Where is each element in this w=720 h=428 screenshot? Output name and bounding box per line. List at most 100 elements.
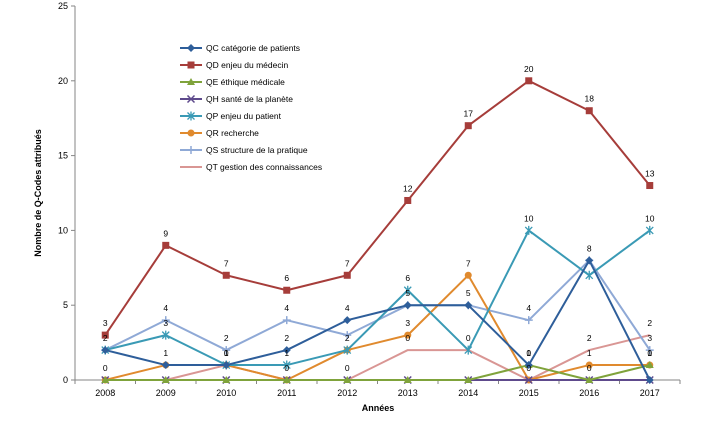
legend-marker <box>187 146 195 154</box>
y-tick-label: 5 <box>63 300 68 310</box>
data-label: 9 <box>163 228 168 238</box>
legend-item: QS structure de la pratique <box>180 145 308 155</box>
data-point <box>645 376 654 384</box>
data-point <box>645 225 654 235</box>
series-0 <box>101 256 654 384</box>
x-tick-label: 2008 <box>95 388 115 398</box>
series-7 <box>105 334 650 381</box>
data-label: 10 <box>524 213 534 223</box>
x-tick-label: 2010 <box>216 388 236 398</box>
data-label: 0 <box>345 363 350 373</box>
data-label: 5 <box>405 288 410 298</box>
data-label: 2 <box>345 333 350 343</box>
x-tick-label: 2017 <box>640 388 660 398</box>
data-label: 10 <box>645 213 655 223</box>
data-label: 0 <box>284 363 289 373</box>
x-ticks: 2008 2009 2010 2011 2012 2013 2014 2015 2016 2017 <box>74 380 681 398</box>
y-ticks: 0 5 10 15 20 25 <box>58 1 75 385</box>
x-tick-label: 2009 <box>156 388 176 398</box>
data-point <box>645 361 654 369</box>
data-label: 3 <box>405 318 410 328</box>
data-point <box>162 241 170 249</box>
data-label: 0 <box>647 348 652 358</box>
legend-item: QR recherche <box>180 128 259 138</box>
data-point <box>282 346 291 355</box>
data-label: 0 <box>224 348 229 358</box>
legend-marker <box>187 78 195 85</box>
data-point <box>464 122 472 130</box>
y-tick-label: 25 <box>58 1 68 11</box>
x-tick-label: 2011 <box>277 388 296 398</box>
series-1 <box>101 77 654 339</box>
legend-label: QC catégorie de patients <box>206 43 300 53</box>
legend-label: QH santé de la planète <box>206 94 293 104</box>
data-point <box>283 286 291 294</box>
series-line <box>105 364 650 381</box>
legend-marker <box>187 111 195 121</box>
data-label: 4 <box>163 303 168 313</box>
legend-item: QE éthique médicale <box>180 77 285 87</box>
series-group <box>101 77 654 385</box>
series-line <box>104 79 651 336</box>
data-point <box>646 182 654 190</box>
data-point <box>222 361 231 370</box>
data-label: 4 <box>526 303 531 313</box>
data-point <box>101 376 110 383</box>
data-point <box>343 331 352 340</box>
data-point <box>161 376 170 383</box>
data-label: 1 <box>224 348 229 358</box>
data-label: 7 <box>466 258 471 268</box>
data-label: 2 <box>587 333 592 343</box>
data-label: 6 <box>405 273 410 283</box>
data-point <box>524 316 533 325</box>
series-line <box>105 259 651 381</box>
data-label: 0 <box>405 333 410 343</box>
data-label: 4 <box>345 303 350 313</box>
data-label: 8 <box>587 243 592 253</box>
legend-label: QR recherche <box>206 128 259 138</box>
data-point <box>343 345 352 355</box>
y-axis-title: Nombre de Q-Codes attribués <box>33 129 43 257</box>
data-label: 0 <box>526 348 531 358</box>
data-label: 1 <box>526 348 531 358</box>
data-label: 5 <box>466 288 471 298</box>
data-label: 1 <box>647 348 652 358</box>
legend-label: QT gestion des connaissances <box>206 162 322 172</box>
data-point <box>282 316 291 325</box>
legend-marker <box>187 61 195 69</box>
data-label: 1 <box>163 348 168 358</box>
data-point <box>343 376 352 383</box>
data-label: 17 <box>464 109 474 119</box>
legend-label: QS structure de la pratique <box>206 145 308 155</box>
data-label: 7 <box>345 258 350 268</box>
series-4 <box>101 225 654 370</box>
data-point <box>222 271 230 279</box>
data-point <box>645 346 654 355</box>
x-tick-label: 2015 <box>519 388 539 398</box>
legend-label: QD enjeu du médecin <box>206 60 288 70</box>
data-point <box>282 360 291 370</box>
data-point <box>464 376 473 383</box>
x-tick-label: 2013 <box>398 388 418 398</box>
data-point <box>101 346 110 355</box>
x-axis-title: Années <box>362 403 395 413</box>
series-2 <box>101 361 654 383</box>
series-line <box>105 229 651 367</box>
legend-item: QD enjeu du médecin <box>180 60 288 70</box>
data-point <box>464 271 472 279</box>
legend-marker <box>187 44 195 52</box>
legend-item: QT gestion des connaissances <box>180 162 322 172</box>
data-point <box>585 256 594 265</box>
data-point <box>585 376 594 383</box>
data-label: 4 <box>284 303 289 313</box>
series-line <box>105 334 650 381</box>
x-tick-label: 2014 <box>458 388 478 398</box>
legend-item: QH santé de la planète <box>180 94 293 104</box>
data-point <box>222 346 231 355</box>
data-point <box>585 270 594 280</box>
x-tick-label: 2016 <box>579 388 599 398</box>
data-point <box>403 376 412 383</box>
data-label: 1 <box>587 348 592 358</box>
data-label: 2 <box>224 333 229 343</box>
